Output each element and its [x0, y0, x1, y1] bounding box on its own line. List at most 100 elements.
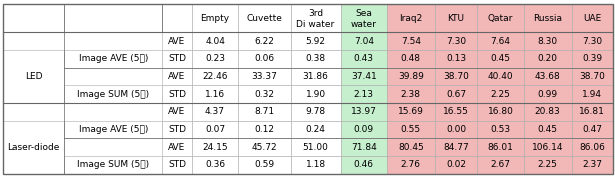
Bar	[477, 138, 524, 156]
Bar	[162, 32, 192, 50]
Text: 31.86: 31.86	[303, 72, 328, 81]
Bar	[571, 121, 613, 138]
Bar	[524, 4, 571, 32]
Bar	[435, 50, 477, 68]
Text: 45.72: 45.72	[252, 143, 277, 152]
Text: Russia: Russia	[533, 14, 562, 23]
Bar	[291, 103, 341, 121]
Bar	[162, 4, 192, 32]
Bar	[387, 103, 435, 121]
Text: 4.37: 4.37	[205, 107, 225, 116]
Text: 40.40: 40.40	[488, 72, 514, 81]
Bar	[571, 103, 613, 121]
Bar	[435, 138, 477, 156]
Text: 1.90: 1.90	[306, 90, 326, 99]
Text: 2.37: 2.37	[582, 160, 602, 169]
Text: STD: STD	[168, 160, 186, 169]
Text: 2.38: 2.38	[401, 90, 421, 99]
Bar	[192, 121, 238, 138]
Bar	[291, 32, 341, 50]
Text: 0.20: 0.20	[538, 54, 558, 63]
Bar	[192, 156, 238, 174]
Bar	[387, 4, 435, 32]
Bar	[162, 50, 192, 68]
Bar	[238, 103, 291, 121]
Text: 1.94: 1.94	[582, 90, 602, 99]
Text: 2.67: 2.67	[491, 160, 510, 169]
Bar	[435, 156, 477, 174]
Text: 15.69: 15.69	[398, 107, 424, 116]
Bar	[524, 138, 571, 156]
Bar	[341, 68, 387, 85]
Text: 0.24: 0.24	[306, 125, 325, 134]
Text: AVE: AVE	[169, 72, 186, 81]
Bar	[477, 50, 524, 68]
Bar	[387, 50, 435, 68]
Text: 39.89: 39.89	[398, 72, 424, 81]
Bar	[524, 103, 571, 121]
Bar	[65, 121, 162, 138]
Text: Laser-diode: Laser-diode	[7, 143, 60, 152]
Bar	[524, 121, 571, 138]
Text: 0.07: 0.07	[205, 125, 225, 134]
Bar	[291, 156, 341, 174]
Text: Image AVE (5장): Image AVE (5장)	[79, 54, 148, 63]
Text: 2.13: 2.13	[354, 90, 374, 99]
Bar	[65, 50, 162, 68]
Text: 84.77: 84.77	[443, 143, 469, 152]
Bar	[524, 32, 571, 50]
Text: 0.36: 0.36	[205, 160, 225, 169]
Text: 0.46: 0.46	[354, 160, 374, 169]
Bar	[477, 4, 524, 32]
Bar	[65, 85, 162, 103]
Bar	[571, 32, 613, 50]
Bar	[387, 68, 435, 85]
Text: 51.00: 51.00	[303, 143, 328, 152]
Text: 0.99: 0.99	[538, 90, 558, 99]
Bar	[192, 32, 238, 50]
Bar	[192, 4, 238, 32]
Text: 106.14: 106.14	[532, 143, 563, 152]
Text: 7.30: 7.30	[446, 37, 466, 46]
Text: 33.37: 33.37	[252, 72, 277, 81]
Text: Empty: Empty	[200, 14, 229, 23]
Text: 7.54: 7.54	[401, 37, 421, 46]
Text: 7.04: 7.04	[354, 37, 374, 46]
Text: 37.41: 37.41	[351, 72, 376, 81]
Bar	[341, 138, 387, 156]
Text: 5.92: 5.92	[306, 37, 325, 46]
Bar	[238, 138, 291, 156]
Bar	[435, 68, 477, 85]
Text: 2.25: 2.25	[538, 160, 558, 169]
Text: 0.43: 0.43	[354, 54, 374, 63]
Text: 43.68: 43.68	[535, 72, 560, 81]
Text: 1.18: 1.18	[306, 160, 326, 169]
Bar	[192, 138, 238, 156]
Bar	[65, 156, 162, 174]
Text: water: water	[351, 20, 377, 29]
Bar	[341, 103, 387, 121]
Text: Qatar: Qatar	[488, 14, 514, 23]
Bar	[238, 121, 291, 138]
Bar	[387, 32, 435, 50]
Bar	[477, 121, 524, 138]
Text: STD: STD	[168, 125, 186, 134]
Text: 0.00: 0.00	[446, 125, 466, 134]
Bar	[238, 4, 291, 32]
Text: 4.04: 4.04	[205, 37, 225, 46]
Text: STD: STD	[168, 54, 186, 63]
Bar	[162, 121, 192, 138]
Bar	[571, 68, 613, 85]
Bar	[192, 85, 238, 103]
Text: 0.32: 0.32	[255, 90, 274, 99]
Text: 9.78: 9.78	[306, 107, 326, 116]
Bar	[162, 156, 192, 174]
Text: 20.83: 20.83	[535, 107, 560, 116]
Text: AVE: AVE	[169, 107, 186, 116]
Text: 0.67: 0.67	[446, 90, 466, 99]
Text: 0.55: 0.55	[401, 125, 421, 134]
Text: 0.45: 0.45	[491, 54, 510, 63]
Text: 0.53: 0.53	[491, 125, 510, 134]
Text: 16.55: 16.55	[443, 107, 469, 116]
Bar	[341, 32, 387, 50]
